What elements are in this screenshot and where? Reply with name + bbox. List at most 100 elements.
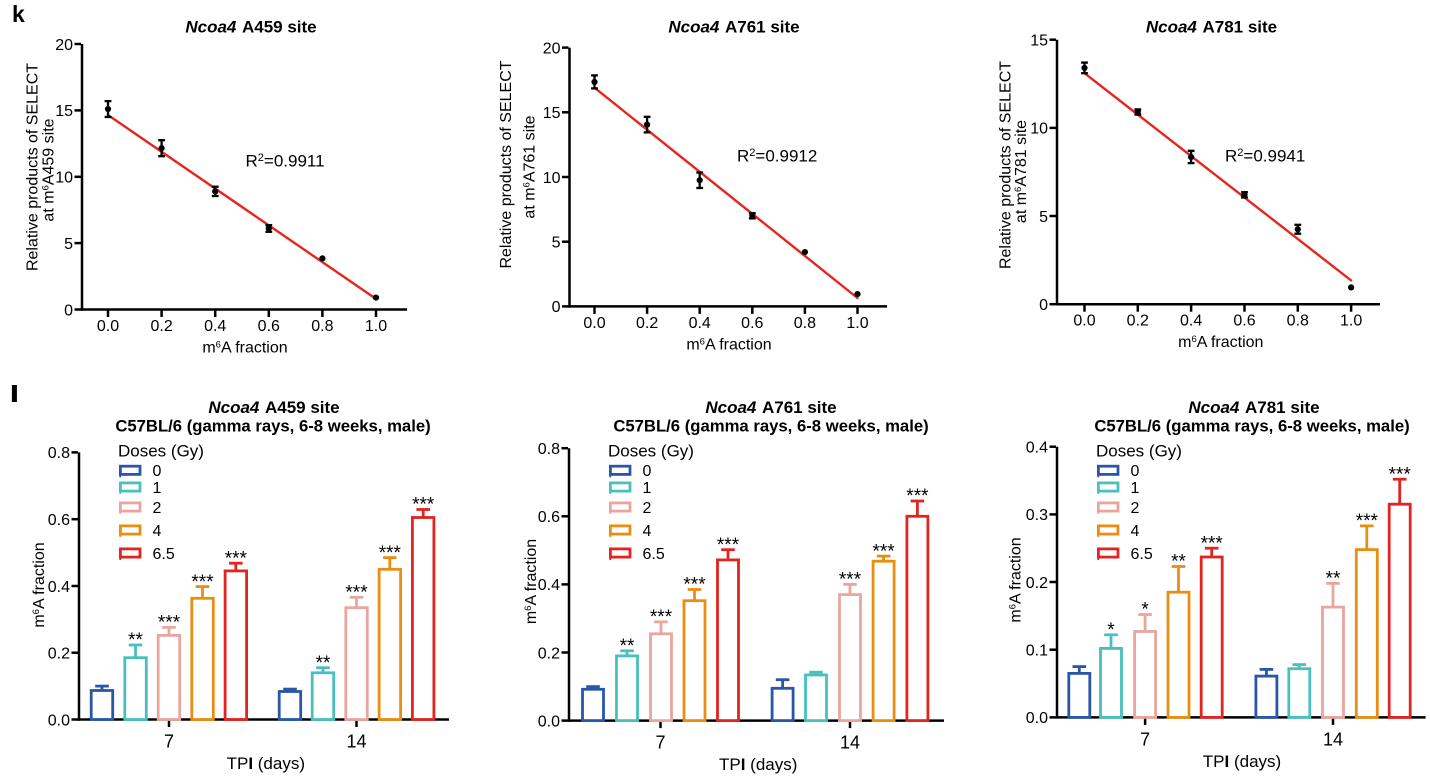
svg-text:Ncoa4 A761 site: Ncoa4 A761 site [668,17,799,36]
svg-text:**: ** [1326,569,1341,590]
svg-text:7: 7 [655,733,665,753]
svg-text:m6A fraction: m6A fraction [31,542,48,627]
svg-text:0.2: 0.2 [538,645,560,662]
svg-text:***: *** [379,543,402,564]
svg-text:4: 4 [1131,523,1140,540]
svg-text:m6A fraction: m6A fraction [523,539,540,624]
svg-text:0.4: 0.4 [48,579,70,596]
svg-text:**: ** [620,636,635,657]
svg-text:0.6: 0.6 [1233,313,1255,330]
svg-text:6.5: 6.5 [643,546,665,563]
svg-text:6.5: 6.5 [1131,546,1153,563]
svg-text:0.4: 0.4 [1180,313,1202,330]
svg-text:Relative products of SELECT: Relative products of SELECT [998,61,1015,269]
svg-text:0: 0 [1131,463,1140,480]
svg-text:0.2: 0.2 [48,646,70,663]
svg-text:***: *** [191,572,214,593]
svg-text:TPI (days): TPI (days) [227,754,305,773]
svg-text:Doses (Gy): Doses (Gy) [608,442,694,461]
svg-text:4: 4 [153,523,162,540]
svg-text:Relative products of SELECT: Relative products of SELECT [498,60,515,268]
svg-text:R2=0.9911: R2=0.9911 [246,152,325,171]
svg-text:0.2: 0.2 [1127,313,1149,330]
svg-text:1.0: 1.0 [365,318,387,335]
svg-text:14: 14 [840,733,860,753]
svg-text:**: ** [128,630,143,651]
svg-text:5: 5 [64,236,73,253]
svg-text:6.5: 6.5 [153,546,175,563]
svg-text:0.8: 0.8 [311,318,333,335]
svg-text:at m6A761 site: at m6A761 site [522,115,539,218]
svg-text:***: *** [158,613,181,634]
svg-text:0.6: 0.6 [538,509,560,526]
svg-text:0.6: 0.6 [48,512,70,529]
svg-text:**: ** [316,653,331,674]
svg-text:10: 10 [543,170,561,187]
svg-text:0.4: 0.4 [689,315,711,332]
svg-text:*: * [1141,600,1149,621]
svg-text:0.8: 0.8 [48,445,70,462]
svg-text:15: 15 [543,105,561,122]
svg-text:R2=0.9941: R2=0.9941 [1225,147,1305,166]
svg-text:0.1: 0.1 [1026,643,1048,660]
svg-text:0.4: 0.4 [204,318,226,335]
svg-text:0.0: 0.0 [583,315,605,332]
svg-text:5: 5 [1039,209,1048,226]
svg-text:15: 15 [1030,33,1048,50]
svg-text:1: 1 [153,480,162,497]
svg-text:C57BL/6 (gamma rays, 6-8 weeks: C57BL/6 (gamma rays, 6-8 weeks, male) [613,417,928,436]
svg-text:0.0: 0.0 [1026,710,1048,727]
svg-text:***: *** [1356,511,1379,532]
svg-text:1: 1 [643,480,652,497]
svg-text:2: 2 [1131,500,1140,517]
svg-text:m6A fraction: m6A fraction [202,340,287,357]
svg-text:1.0: 1.0 [846,315,868,332]
svg-text:C57BL/6 (gamma rays, 6-8 weeks: C57BL/6 (gamma rays, 6-8 weeks, male) [115,417,430,436]
svg-text:7: 7 [1140,729,1150,749]
svg-text:0.8: 0.8 [794,315,816,332]
svg-text:0.2: 0.2 [636,315,658,332]
svg-text:Doses (Gy): Doses (Gy) [1096,442,1182,461]
svg-text:***: *** [650,607,673,628]
svg-text:0.8: 0.8 [1287,313,1309,330]
svg-text:1: 1 [1131,480,1140,497]
svg-text:10: 10 [1030,121,1048,138]
svg-text:15: 15 [55,103,73,120]
svg-text:0.6: 0.6 [258,318,280,335]
svg-text:2: 2 [643,500,652,517]
svg-text:Relative products of SELECT: Relative products of SELECT [25,63,42,271]
svg-text:0: 0 [153,463,162,480]
svg-text:at m6A781 site: at m6A781 site [1013,120,1030,223]
svg-text:***: *** [717,535,740,556]
svg-text:C57BL/6 (gamma rays, 6-8 weeks: C57BL/6 (gamma rays, 6-8 weeks, male) [1094,417,1409,436]
svg-text:m6A fraction: m6A fraction [1178,334,1263,351]
svg-text:TPI (days): TPI (days) [1203,752,1281,771]
svg-text:Ncoa4 A781 site: Ncoa4 A781 site [1188,398,1319,417]
svg-text:***: *** [873,541,896,562]
svg-text:***: *** [1201,533,1224,554]
svg-text:4: 4 [643,523,652,540]
svg-text:***: *** [1389,464,1412,485]
svg-text:0: 0 [1039,297,1048,314]
svg-text:R2=0.9912: R2=0.9912 [737,147,817,166]
svg-text:0.8: 0.8 [538,441,560,458]
svg-text:m6A fraction: m6A fraction [1008,537,1025,622]
svg-text:0.3: 0.3 [1026,507,1048,524]
svg-text:2: 2 [153,500,162,517]
svg-text:**: ** [1171,552,1186,573]
svg-text:k: k [12,1,25,27]
svg-text:***: *** [906,486,929,507]
svg-text:Ncoa4 A761 site: Ncoa4 A761 site [705,398,836,417]
svg-text:0.6: 0.6 [741,315,763,332]
svg-text:0.4: 0.4 [1026,440,1048,457]
svg-text:0.2: 0.2 [1026,575,1048,592]
svg-text:TPI (days): TPI (days) [719,755,797,774]
svg-text:7: 7 [164,732,174,752]
svg-text:***: *** [412,495,435,516]
svg-text:at m6A459 site: at m6A459 site [41,118,58,221]
svg-text:0.0: 0.0 [97,318,119,335]
svg-text:0.4: 0.4 [538,577,560,594]
svg-text:0: 0 [643,463,652,480]
svg-text:10: 10 [55,170,73,187]
svg-text:0: 0 [552,299,561,316]
